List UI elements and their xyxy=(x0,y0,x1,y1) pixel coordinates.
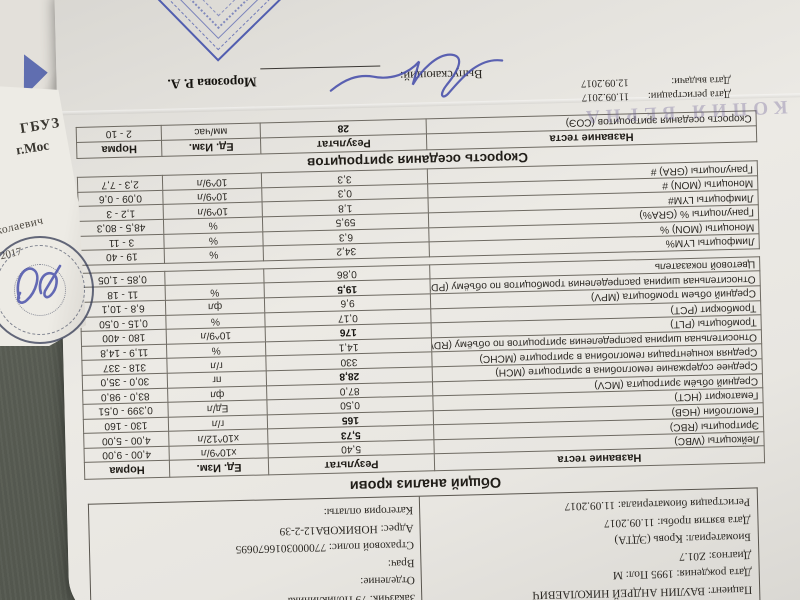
unit-cell: % xyxy=(165,283,265,301)
norm-cell: 180 - 400 xyxy=(81,329,167,347)
unit-cell: фл xyxy=(167,385,267,403)
unit-cell: пг xyxy=(167,370,267,388)
column-header: Ед. Изм. xyxy=(169,458,269,478)
registration-date-label: Дата регистрации: xyxy=(647,87,732,101)
norm-cell: 130 - 160 xyxy=(83,416,169,434)
norm-cell: 2 - 10 xyxy=(76,125,162,143)
norm-cell: 318 - 337 xyxy=(81,358,168,376)
norm-cell: 48,5 - 80,3 xyxy=(78,219,164,236)
round-seal-stamp xyxy=(0,236,94,344)
unit-cell: г/л xyxy=(166,356,267,374)
triangular-corner-stamp xyxy=(75,0,364,62)
dates-block: Дата регистрации: 11.09.2017 Дата выдачи… xyxy=(581,73,731,104)
unit-cell: 10^9/л xyxy=(162,173,262,191)
column-header: Ед. Изм. xyxy=(161,137,261,157)
norm-cell: 4,00 - 9,00 xyxy=(84,446,170,463)
pen-monogram-signature xyxy=(6,246,78,323)
lab-report-content: Пациент: ВАУЛИН АНДРЕЙ НИКОЛАЕВИЧ Дата ро… xyxy=(54,0,800,600)
unit-cell xyxy=(164,268,265,286)
norm-cell: 6,8 - 10,1 xyxy=(80,300,166,317)
norm-cell: 1,2 - 3 xyxy=(78,204,164,222)
patient-info-right-column: Заказчик: 79 Поликлиника Отделение: Врач: С… xyxy=(235,500,416,600)
issuer-name: Морозова Р. А. xyxy=(167,74,257,92)
norm-cell: 2,3 - 7,7 xyxy=(77,175,163,193)
norm-cell: 30,0 - 35,0 xyxy=(82,373,168,390)
issuer-signature-ink xyxy=(323,37,509,105)
issue-date-label: Дата выдачи: xyxy=(671,74,731,87)
norm-cell: 0,09 - 0,6 xyxy=(77,190,164,207)
patient-info-left-column: Пациент: ВАУЛИН АНДРЕЙ НИКОЛАЕВИЧ Дата ро… xyxy=(530,492,752,600)
unit-cell: мм/час xyxy=(161,123,261,141)
cbc-table-part1: Название теста Результат Ед. Изм. Норма Лей… xyxy=(79,256,765,480)
lab-report-sheet: Пациент: ВАУЛИН АНДРЕЙ НИКОЛАЕВИЧ Дата ро… xyxy=(54,0,800,600)
unit-cell: % xyxy=(163,231,264,249)
unit-cell: % xyxy=(165,312,266,330)
registration-date-value: 11.09.2017 xyxy=(581,90,630,103)
unit-cell: Ед/л xyxy=(167,399,268,417)
norm-cell: 0,15 - 0,50 xyxy=(80,314,167,332)
norm-cell: 83,0 - 98,0 xyxy=(82,387,168,405)
norm-cell: 0,399 - 0,51 xyxy=(82,402,169,420)
unit-cell: фл xyxy=(165,297,265,315)
results-tables: Название теста Результат Ед. Изм. Норма Лей… xyxy=(76,110,765,480)
norm-cell: 3 - 11 xyxy=(78,233,165,251)
unit-cell: 10^9/л xyxy=(162,187,263,205)
issue-date-value: 12.09.2017 xyxy=(580,76,629,90)
patient-box-divider xyxy=(418,496,423,600)
unit-cell: 10^9/л xyxy=(163,202,263,220)
unit-cell: г/л xyxy=(168,414,268,432)
unit-cell: % xyxy=(166,341,266,359)
patient-info-box: Пациент: ВАУЛИН АНДРЕЙ НИКОЛАЕВИЧ Дата ро… xyxy=(87,487,761,600)
unit-cell: x10^9/л xyxy=(168,443,269,461)
column-header: Норма xyxy=(84,460,170,480)
unit-cell: x10^12/л xyxy=(168,429,268,447)
stamp-inner-ring-4 xyxy=(120,0,319,17)
unit-cell: % xyxy=(163,216,263,234)
unit-cell: % xyxy=(164,246,264,264)
unit-cell: 10^9/л xyxy=(166,327,266,345)
cbc-table-part2: Лимфоциты LYM% 34,2% 19 - 40 Моноциты (MON)… xyxy=(77,161,760,266)
norm-cell: 19 - 40 xyxy=(79,248,165,266)
norm-cell: 4,00 - 5,00 xyxy=(83,431,169,449)
column-header: Норма xyxy=(76,140,162,159)
norm-cell: 11,9 - 14,8 xyxy=(81,344,167,361)
